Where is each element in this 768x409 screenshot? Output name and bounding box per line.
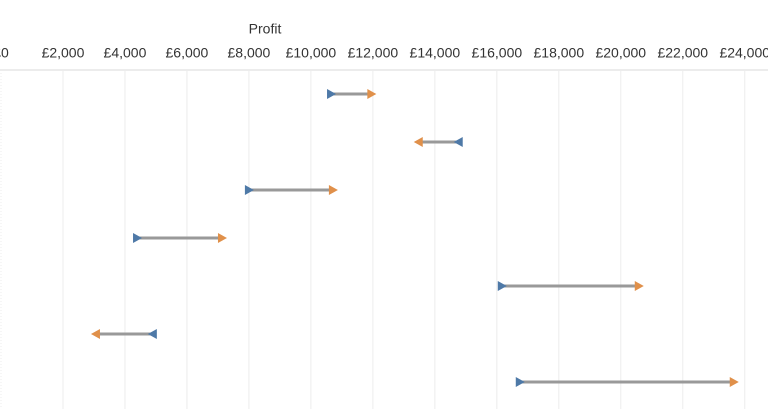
point-marker — [244, 185, 254, 195]
x-tick-label: £0 — [0, 45, 9, 61]
x-tick-label: £6,000 — [166, 45, 209, 61]
point-marker — [634, 281, 644, 291]
point-marker — [729, 377, 739, 387]
x-tick-label: £10,000 — [286, 45, 337, 61]
x-tick-label: £16,000 — [472, 45, 523, 61]
point-marker — [217, 233, 227, 243]
x-tick-label: £20,000 — [595, 45, 646, 61]
point-marker — [453, 137, 463, 147]
point-marker — [497, 281, 507, 291]
x-tick-label: £22,000 — [657, 45, 708, 61]
x-tick-label: £18,000 — [534, 45, 585, 61]
x-tick-label: £2,000 — [42, 45, 85, 61]
point-marker — [367, 89, 377, 99]
x-tick-label: £4,000 — [104, 45, 147, 61]
point-marker — [147, 329, 157, 339]
x-tick-label: £24,000 — [719, 45, 768, 61]
axis-title: Profit — [249, 21, 282, 37]
point-marker — [90, 329, 100, 339]
point-marker — [515, 377, 525, 387]
point-marker — [413, 137, 423, 147]
x-tick-label: £14,000 — [410, 45, 461, 61]
x-tick-label: £8,000 — [228, 45, 271, 61]
point-marker — [327, 89, 337, 99]
point-marker — [328, 185, 338, 195]
point-marker — [133, 233, 143, 243]
x-tick-label: £12,000 — [348, 45, 399, 61]
